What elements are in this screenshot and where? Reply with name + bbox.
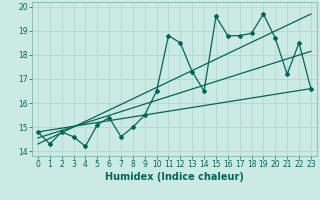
X-axis label: Humidex (Indice chaleur): Humidex (Indice chaleur) [105, 172, 244, 182]
